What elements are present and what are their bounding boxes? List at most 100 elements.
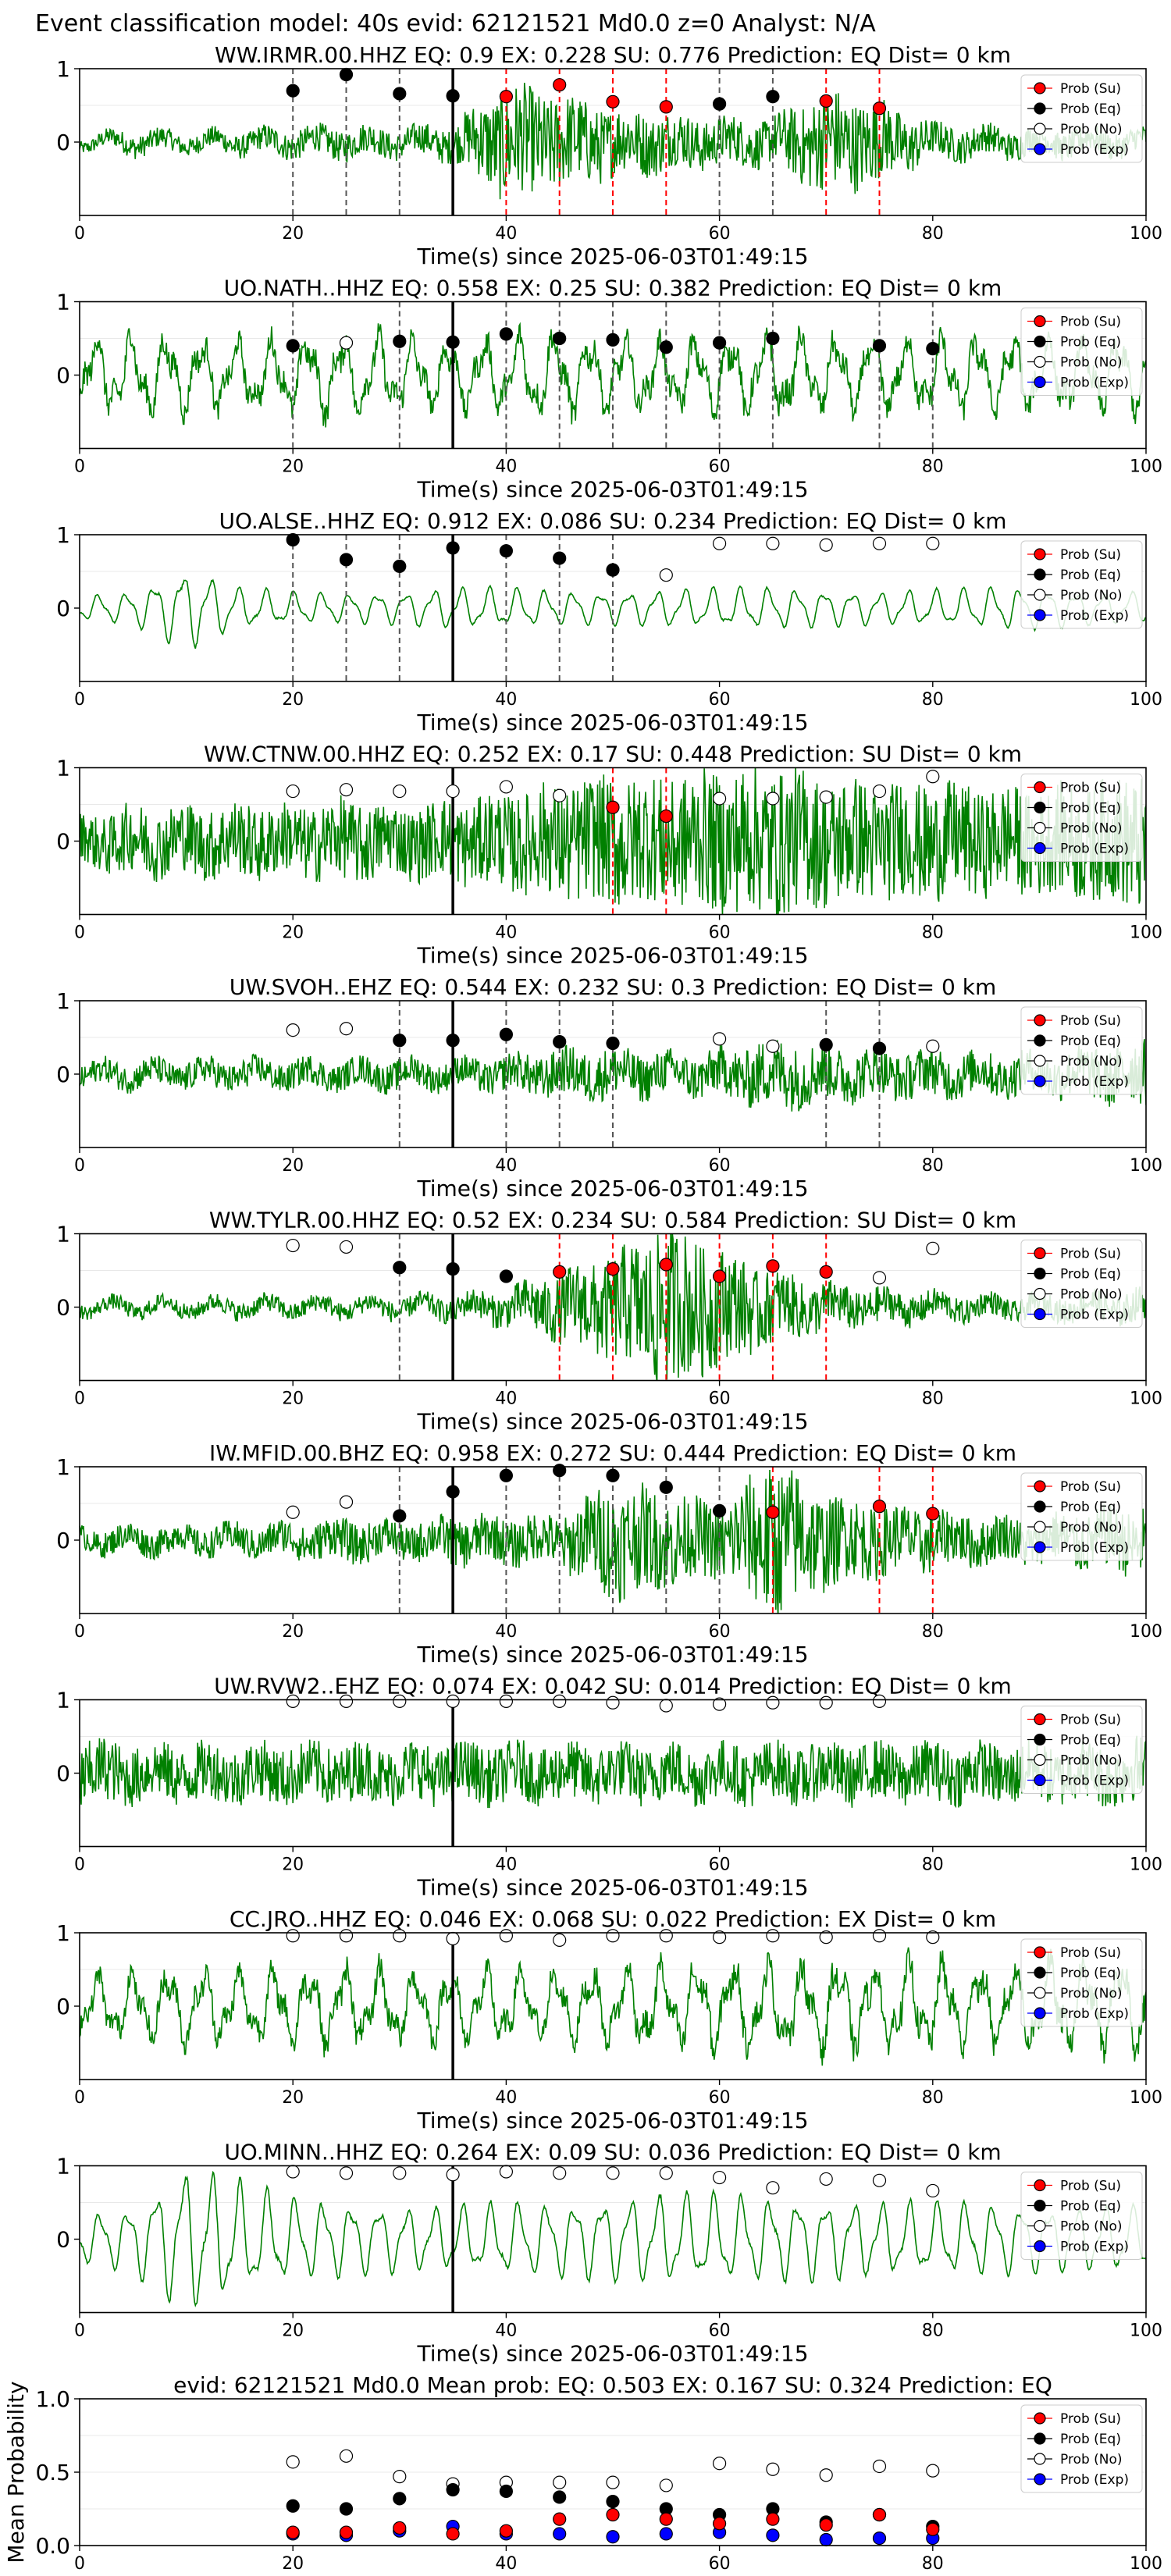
legend-label: Prob (Eq) [1060,335,1121,350]
panel-3: UO.ALSE..HHZ EQ: 0.912 EX: 0.086 SU: 0.2… [56,508,1162,735]
prob-marker-no [286,1023,300,1037]
figure-suptitle: Event classification model: 40s evid: 62… [35,10,876,37]
prob-marker-eq [606,563,620,577]
legend-marker [1034,102,1046,115]
x-tick-label: 60 [709,1389,731,1409]
prob-marker-no [339,783,354,797]
prob-marker-no [819,2172,833,2186]
prob-marker-eq [553,551,567,565]
x-tick-label: 80 [922,224,944,244]
x-tick-label: 80 [922,690,944,710]
prob-marker-su [553,78,567,92]
prob-marker-no [393,2470,407,2484]
legend-label: Prob (Exp) [1060,1774,1129,1789]
prob-marker-no [286,1505,300,1519]
prob-marker-su [339,2525,354,2539]
legend-marker [1034,1308,1046,1321]
prob-marker-eq [499,1468,514,1482]
prob-marker-no [446,2168,460,2182]
legend-label: Prob (No) [1060,2452,1123,2467]
prob-marker-no [872,536,887,550]
panel-11: evid: 62121521 Md0.0 Mean prob: EQ: 0.50… [3,2372,1162,2574]
x-tick-label: 0 [74,1622,85,1642]
prob-marker-eq [286,532,300,547]
prob-marker-su [606,1262,620,1276]
x-tick-label: 20 [282,2088,304,2108]
prob-marker-no [659,568,673,582]
x-tick-label: 0 [74,1156,85,1176]
y-tick-label: 1 [56,1688,70,1713]
prob-marker-no [606,2475,620,2489]
prob-marker-eq [286,84,300,98]
prob-marker-no [393,784,407,799]
legend-label: Prob (Eq) [1060,1966,1121,1981]
legend-marker [1034,335,1046,348]
x-tick-label: 40 [495,2554,517,2574]
waveform-trace [80,1947,1146,2066]
prob-marker-no [926,1930,940,1944]
legend-marker [1034,315,1046,328]
x-tick-label: 40 [495,457,517,477]
prob-marker-eq [499,327,514,341]
legend-box [1020,74,1143,163]
y-tick-label: 0 [56,363,70,389]
x-tick-label: 100 [1130,1622,1162,1642]
prob-marker-no [659,1929,673,1943]
prob-marker-no [499,2165,514,2179]
prob-marker-no [872,1929,887,1943]
prob-marker-no [339,1694,354,1708]
x-tick-label: 80 [922,2088,944,2108]
legend-marker [1034,2007,1046,2019]
prob-marker-no [446,784,460,799]
prob-marker-no [819,2468,833,2482]
legend-marker [1034,1267,1046,1280]
prob-marker-no [819,1695,833,1710]
prob-marker-no [766,2462,780,2476]
prob-marker-no [393,1929,407,1943]
x-tick-label: 80 [922,2322,944,2341]
x-tick-label: 100 [1130,224,1162,244]
panel-9: CC.JRO..HHZ EQ: 0.046 EX: 0.068 SU: 0.02… [56,1906,1162,2133]
legend-label: Prob (Exp) [1060,608,1129,624]
panel-1: WW.IRMR.00.HHZ EQ: 0.9 EX: 0.228 SU: 0.7… [56,42,1162,269]
panel-title: UW.RVW2..EHZ EQ: 0.074 EX: 0.042 SU: 0.0… [214,1674,1012,1699]
prob-marker-eq [499,1269,514,1283]
prob-marker-no [499,780,514,794]
panel-title: UO.MINN..HHZ EQ: 0.264 EX: 0.09 SU: 0.03… [224,2140,1001,2165]
legend-label: Prob (No) [1060,2219,1123,2235]
x-axis-label: Time(s) since 2025-06-03T01:49:15 [416,477,808,503]
x-tick-label: 20 [282,690,304,710]
legend-box [1020,2404,1143,2493]
legend-box [1020,774,1143,862]
prob-marker-no [872,2173,887,2187]
legend-marker [1034,1774,1046,1787]
prob-marker-eq [393,87,407,101]
legend-label: Prob (Su) [1060,2179,1121,2194]
x-axis-label: Time(s) since 2025-06-03T01:49:15 [416,2341,808,2367]
prob-marker-eq [766,90,780,104]
legend-label: Prob (Su) [1060,781,1121,796]
prob-marker-no [286,1238,300,1253]
legend-box [1020,1472,1143,1561]
x-tick-label: 0 [74,923,85,943]
prob-marker-no [553,788,567,802]
x-tick-label: 60 [709,1856,731,1875]
prob-marker-eq [553,2490,567,2504]
legend-label: Prob (Su) [1060,315,1121,330]
legend-box [1020,1240,1143,1328]
x-axis-label: Time(s) since 2025-06-03T01:49:15 [416,1409,808,1435]
prob-marker-eq [499,2484,514,2499]
waveform-trace [80,767,1146,915]
prob-marker-no [286,1694,300,1708]
x-tick-label: 60 [709,923,731,943]
legend-label: Prob (Su) [1060,1247,1121,1262]
prob-marker-eq [819,1037,833,1052]
legend-label: Prob (Su) [1060,81,1121,97]
prob-marker-su [766,1259,780,1273]
x-tick-label: 40 [495,2322,517,2341]
prob-marker-exp [553,2527,567,2541]
legend-label: Prob (No) [1060,588,1123,603]
legend-label: Prob (Exp) [1060,841,1129,857]
prob-marker-su [872,101,887,116]
